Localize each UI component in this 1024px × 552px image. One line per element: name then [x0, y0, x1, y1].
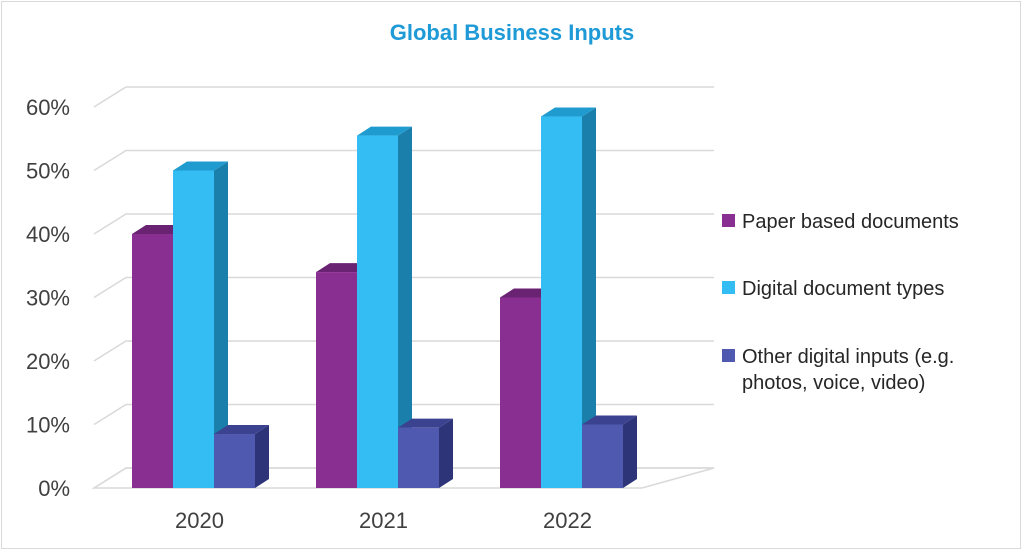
- bar-front: [316, 272, 357, 488]
- legend-swatch: [722, 349, 735, 362]
- bar: [357, 126, 412, 488]
- bar-top: [214, 425, 269, 435]
- chart-floor: [91, 467, 715, 489]
- y-tick-label: 30%: [26, 286, 70, 311]
- y-tick-label: 50%: [26, 159, 70, 184]
- bar-top: [582, 415, 637, 425]
- gridline: [93, 149, 714, 172]
- bar-side: [582, 107, 596, 489]
- bar-front: [541, 116, 582, 489]
- bar-side: [623, 415, 637, 488]
- legend-swatch: [722, 214, 735, 227]
- bar: [214, 425, 269, 488]
- bars-layer: [132, 107, 637, 489]
- legend-label: Paper based documents: [742, 211, 959, 233]
- bar: [541, 107, 596, 489]
- x-tick-label: 2020: [175, 508, 224, 533]
- legend: Paper based documents Digital document ty…: [722, 211, 959, 394]
- bar-side: [255, 425, 269, 488]
- x-tick-label: 2021: [359, 508, 408, 533]
- bar-top: [357, 126, 412, 136]
- bar-top: [398, 418, 453, 428]
- y-tick-label: 20%: [26, 349, 70, 374]
- chart-title: Global Business Inputs: [390, 20, 634, 45]
- bar-front: [582, 424, 623, 488]
- legend-label: photos, voice, video): [742, 372, 925, 394]
- bar-front: [214, 434, 255, 488]
- legend-swatch: [722, 281, 735, 294]
- legend-label: Other digital inputs (e.g.: [742, 346, 954, 368]
- bar-front: [357, 135, 398, 488]
- bar-side: [439, 418, 453, 488]
- bar-front: [173, 170, 214, 488]
- gridline: [93, 213, 714, 235]
- y-tick-label: 10%: [26, 413, 70, 438]
- bar-side: [398, 126, 412, 488]
- gridline: [93, 86, 714, 108]
- bar-top: [173, 161, 228, 171]
- legend-item: Digital document types: [722, 278, 944, 300]
- bar-front: [132, 234, 173, 488]
- x-tick-labels: 2020 2021 2022: [175, 508, 592, 533]
- legend-label: Digital document types: [742, 278, 944, 300]
- y-tick-label: 60%: [26, 95, 70, 120]
- legend-item: Paper based documents: [722, 211, 959, 233]
- legend-item: Other digital inputs (e.g. photos, voice,…: [722, 346, 954, 394]
- y-tick-labels: 0% 10% 20% 30% 40% 50% 60%: [26, 95, 70, 501]
- x-tick-label: 2022: [543, 508, 592, 533]
- bar: [398, 418, 453, 488]
- y-tick-label: 0%: [38, 476, 70, 501]
- bar-front: [500, 297, 541, 488]
- bar-top: [541, 107, 596, 117]
- bar-side: [214, 161, 228, 488]
- bar-front: [398, 427, 439, 488]
- bar: [582, 415, 637, 488]
- y-tick-label: 40%: [26, 222, 70, 247]
- gridline: [93, 276, 714, 299]
- bar: [173, 161, 228, 488]
